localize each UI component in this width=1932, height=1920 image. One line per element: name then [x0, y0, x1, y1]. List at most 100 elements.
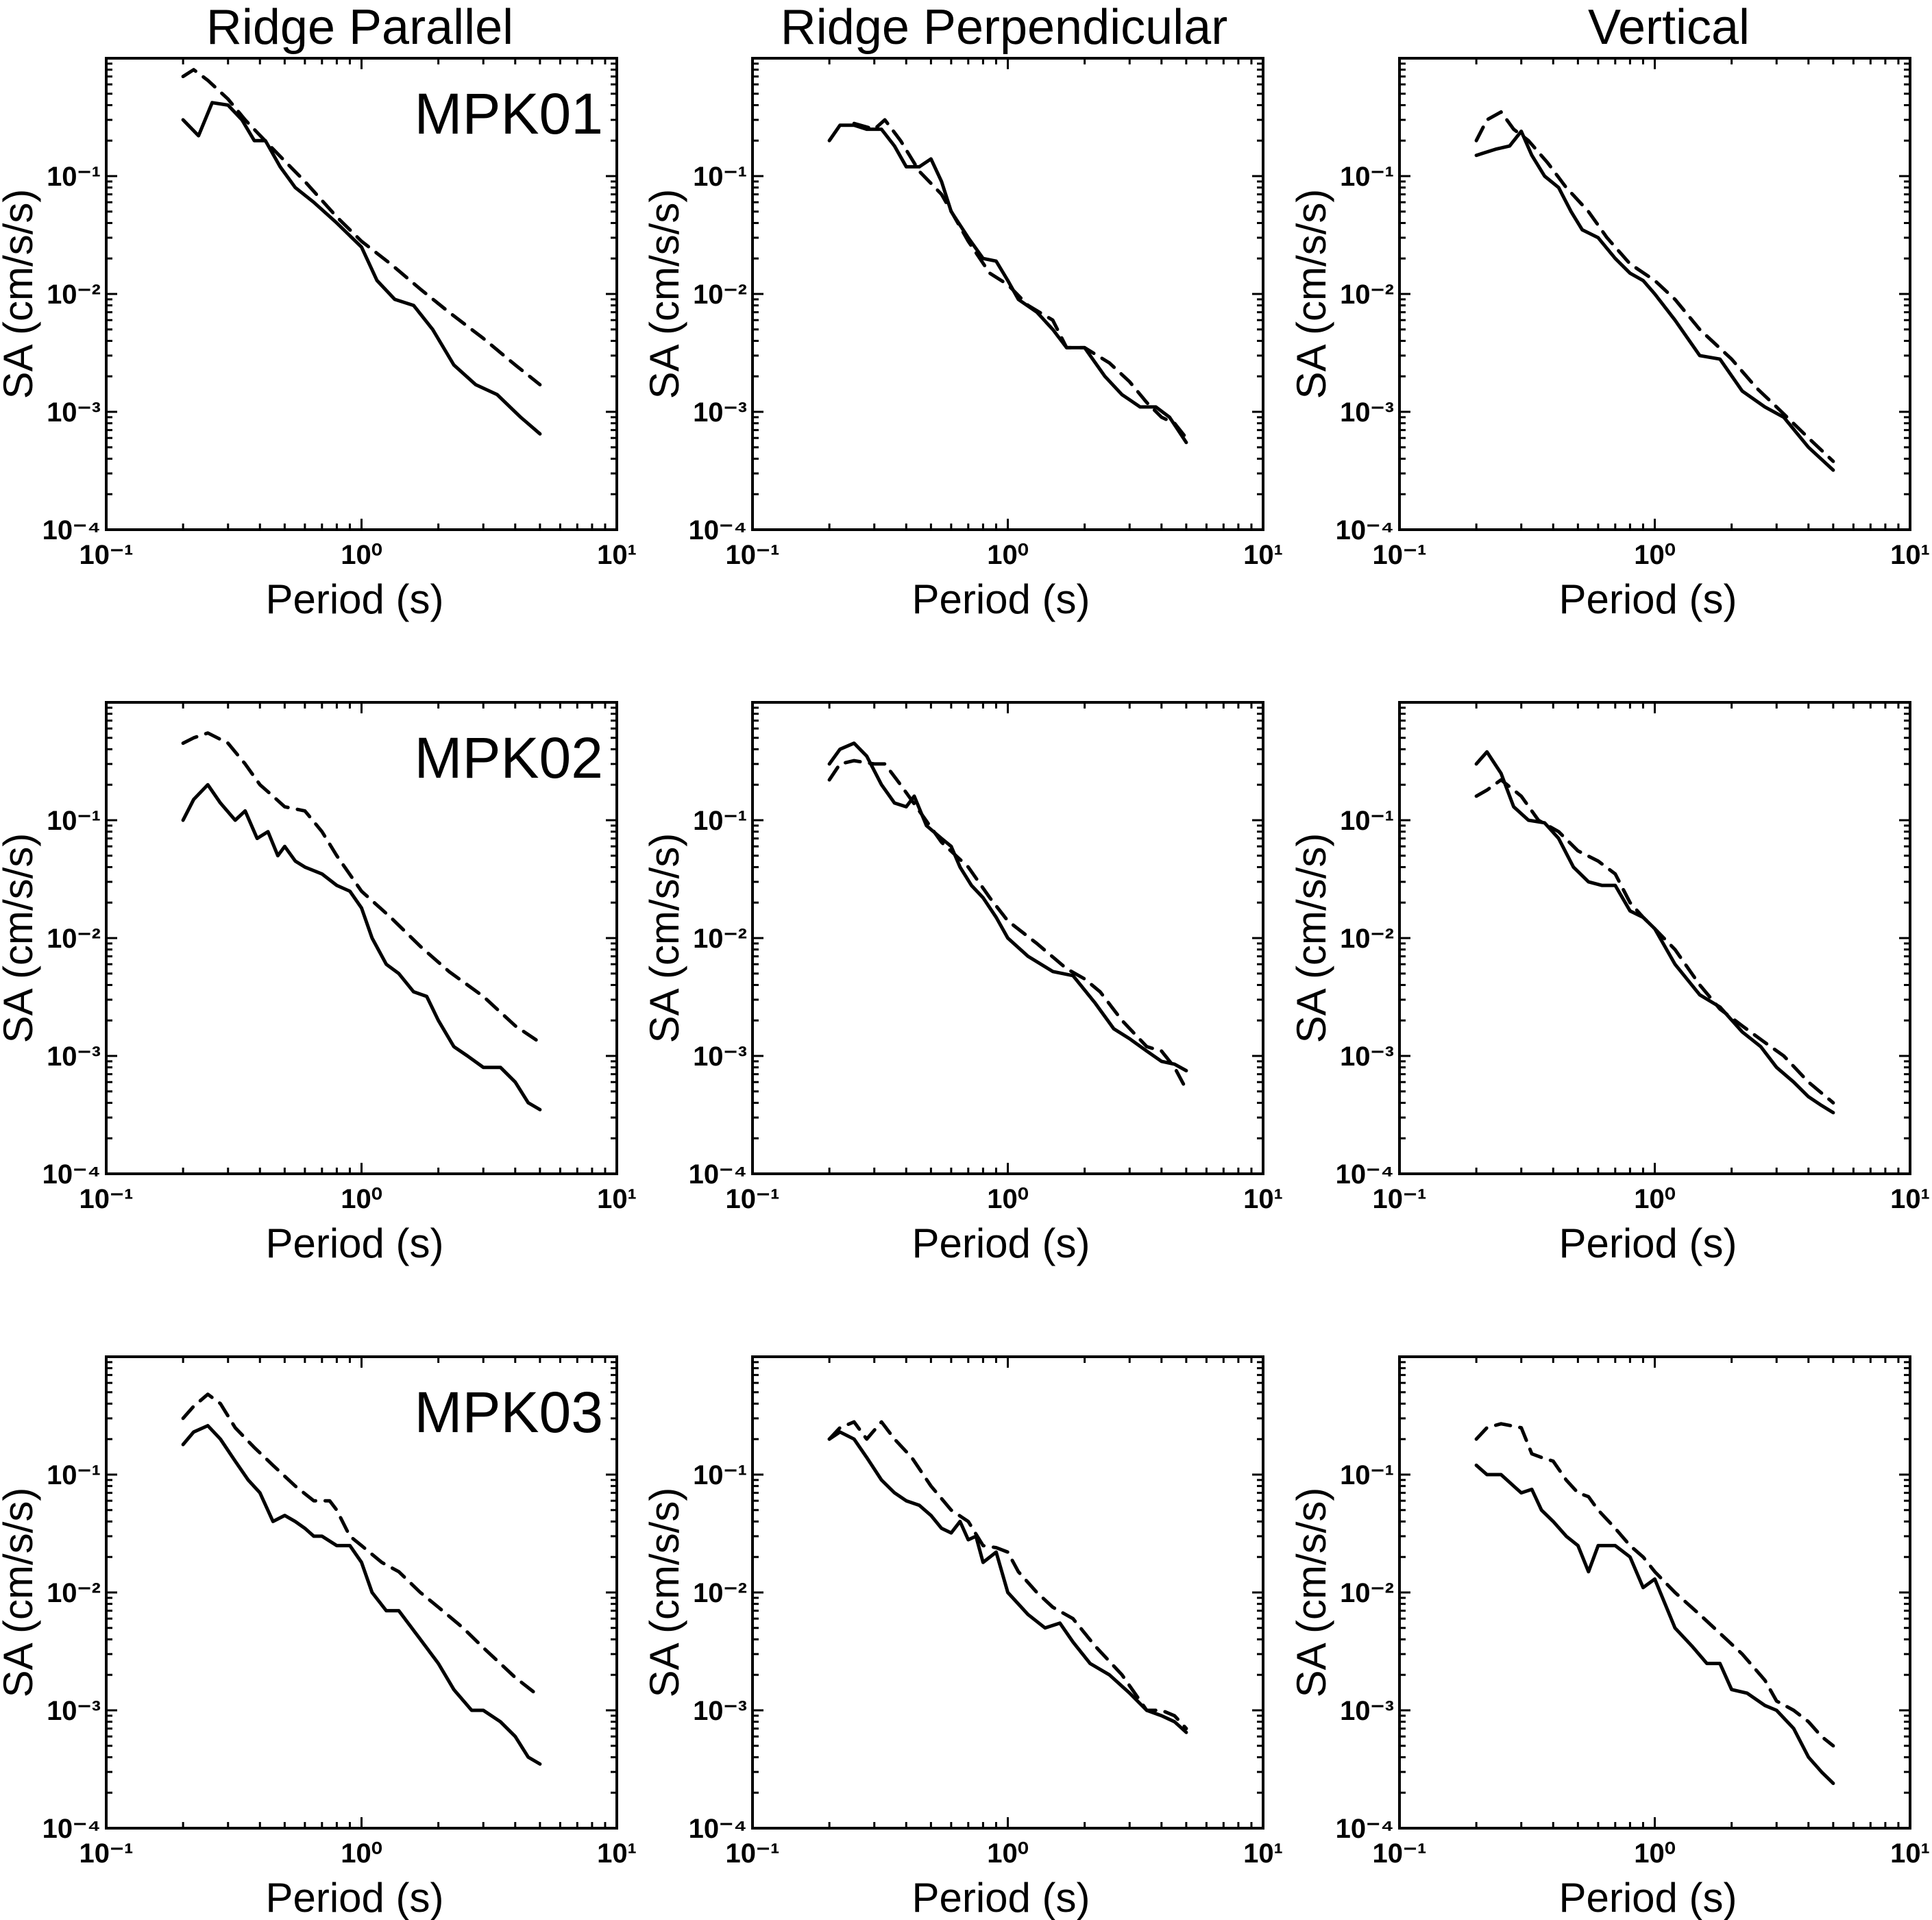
- y-tick-label: 10⁻⁴: [1336, 1814, 1394, 1844]
- x-axis-label: Period (s): [912, 1875, 1090, 1920]
- column-title-vertical: Vertical: [1587, 0, 1750, 55]
- y-tick-label: 10⁻¹: [1340, 1460, 1394, 1490]
- series-line-solid: [181, 1424, 542, 1766]
- x-tick-label: 10⁻¹: [726, 1184, 780, 1214]
- y-tick-label: 10⁻³: [47, 397, 101, 428]
- chart-panel-5: 10⁻¹ 10⁰ 10¹ 10⁻⁴ 10⁻³ 10⁻² 10⁻¹ Period (s) SA (…: [641, 701, 1283, 1266]
- y-tick-label: 10⁻²: [47, 280, 101, 310]
- y-axis-label: SA (cm/s/s): [641, 1488, 687, 1698]
- chart-panel-3: 10⁻¹ 10⁰ 10¹ 10⁻⁴ 10⁻³ 10⁻² 10⁻¹ Period (s) SA (…: [1288, 57, 1930, 622]
- y-tick-label: 10⁻¹: [1340, 806, 1394, 836]
- series-line-solid: [181, 783, 542, 1111]
- x-tick-label: 10⁻¹: [80, 540, 134, 570]
- y-tick-label: 10⁻⁴: [1336, 515, 1394, 545]
- y-tick-label: 10⁻⁴: [689, 1814, 747, 1844]
- y-tick-label: 10⁻³: [1340, 397, 1394, 428]
- x-axis-label: Period (s): [912, 576, 1090, 622]
- y-tick-label: 10⁻¹: [693, 1460, 747, 1490]
- y-tick-label: 10⁻³: [47, 1696, 101, 1726]
- series-line-solid: [1474, 130, 1835, 472]
- y-axis-label: SA (cm/s/s): [0, 833, 41, 1044]
- x-tick-label: 10⁰: [341, 1838, 382, 1869]
- y-tick-label: 10⁻⁴: [42, 1814, 101, 1844]
- plot-frame: [1398, 1355, 1911, 1830]
- y-axis-label: SA (cm/s/s): [641, 189, 687, 399]
- y-tick-label: 10⁻³: [693, 1696, 747, 1726]
- y-tick-label: 10⁻³: [693, 397, 747, 428]
- series-line-solid: [1474, 750, 1835, 1115]
- x-tick-label: 10⁻¹: [726, 540, 780, 570]
- x-tick-label: 10¹: [1890, 1838, 1930, 1869]
- y-tick-label: 10⁻²: [47, 924, 101, 954]
- x-tick-label: 10⁰: [987, 1184, 1029, 1214]
- y-tick-label: 10⁻²: [47, 1578, 101, 1608]
- y-tick-label: 10⁻²: [1340, 280, 1394, 310]
- chart-panel-9: 10⁻¹ 10⁰ 10¹ 10⁻⁴ 10⁻³ 10⁻² 10⁻¹ Period (s) SA (…: [1288, 1355, 1930, 1920]
- x-axis-label: Period (s): [912, 1220, 1090, 1266]
- x-axis-label: Period (s): [265, 1875, 443, 1920]
- series-line-dashed: [827, 1420, 1188, 1731]
- x-tick-label: 10⁻¹: [80, 1838, 134, 1869]
- y-axis-label: SA (cm/s/s): [0, 189, 41, 399]
- x-axis-label: Period (s): [1558, 1875, 1737, 1920]
- column-title-ridge-perpendicular: Ridge Perpendicular: [780, 0, 1228, 55]
- x-tick-label: 10¹: [597, 540, 637, 570]
- x-tick-label: 10⁰: [1634, 1184, 1676, 1214]
- x-tick-label: 10⁻¹: [726, 1838, 780, 1869]
- chart-panel-4: 10⁻¹ 10⁰ 10¹ 10⁻⁴ 10⁻³ 10⁻² 10⁻¹ Period (s) SA (…: [0, 701, 637, 1266]
- x-tick-label: 10¹: [1890, 1184, 1930, 1214]
- y-tick-label: 10⁻²: [1340, 924, 1394, 954]
- y-tick-label: 10⁻¹: [693, 162, 747, 192]
- series-line-solid: [181, 101, 542, 436]
- y-tick-label: 10⁻³: [1340, 1042, 1394, 1072]
- x-axis-label: Period (s): [265, 1220, 443, 1266]
- y-axis-label: SA (cm/s/s): [1288, 833, 1334, 1044]
- series-line-dashed: [1474, 1422, 1835, 1748]
- x-tick-label: 10¹: [1243, 540, 1283, 570]
- station-label: MPK02: [415, 726, 603, 790]
- y-tick-label: 10⁻²: [693, 924, 747, 954]
- chart-panel-6: 10⁻¹ 10⁰ 10¹ 10⁻⁴ 10⁻³ 10⁻² 10⁻¹ Period (s) SA (…: [1288, 701, 1930, 1266]
- x-tick-label: 10⁻¹: [1373, 540, 1427, 570]
- x-tick-label: 10⁻¹: [1373, 1184, 1427, 1214]
- y-tick-label: 10⁻¹: [47, 806, 101, 836]
- y-tick-label: 10⁻¹: [47, 162, 101, 192]
- x-tick-label: 10⁰: [987, 540, 1029, 570]
- series-line-dashed: [181, 731, 542, 1044]
- series-line-solid: [827, 1430, 1188, 1734]
- x-tick-label: 10⁰: [987, 1838, 1029, 1869]
- y-tick-label: 10⁻³: [693, 1042, 747, 1072]
- x-tick-label: 10¹: [597, 1838, 637, 1869]
- y-tick-label: 10⁻²: [693, 280, 747, 310]
- x-tick-label: 10⁻¹: [1373, 1838, 1427, 1869]
- y-tick-label: 10⁻²: [693, 1578, 747, 1608]
- station-label: MPK01: [415, 82, 603, 146]
- x-tick-label: 10¹: [597, 1184, 637, 1214]
- chart-panel-1: 10⁻¹ 10⁰ 10¹ 10⁻⁴ 10⁻³ 10⁻² 10⁻¹ Period (s) SA (…: [0, 57, 637, 622]
- y-tick-label: 10⁻⁴: [689, 515, 747, 545]
- x-tick-label: 10⁰: [341, 1184, 382, 1214]
- x-tick-label: 10¹: [1890, 540, 1930, 570]
- series-line-solid: [1474, 1463, 1835, 1786]
- plot-frame: [751, 57, 1264, 531]
- y-tick-label: 10⁻⁴: [689, 1159, 747, 1190]
- y-tick-label: 10⁻¹: [47, 1460, 101, 1490]
- series-line-dashed: [181, 68, 542, 386]
- x-axis-label: Period (s): [265, 576, 443, 622]
- series-line-dashed: [1474, 110, 1835, 463]
- x-tick-label: 10¹: [1243, 1838, 1283, 1869]
- series-line-dashed: [827, 759, 1188, 1092]
- x-tick-label: 10⁰: [1634, 540, 1676, 570]
- y-tick-label: 10⁻⁴: [42, 515, 101, 545]
- series-line-solid: [827, 741, 1188, 1072]
- series-line-solid: [827, 123, 1188, 445]
- series-line-dashed: [1474, 778, 1835, 1105]
- y-axis-label: SA (cm/s/s): [1288, 189, 1334, 399]
- y-tick-label: 10⁻¹: [693, 806, 747, 836]
- x-tick-label: 10⁰: [341, 540, 382, 570]
- chart-panel-8: 10⁻¹ 10⁰ 10¹ 10⁻⁴ 10⁻³ 10⁻² 10⁻¹ Period (s) SA (…: [641, 1355, 1283, 1920]
- y-tick-label: 10⁻²: [1340, 1578, 1394, 1608]
- series-line-dashed: [181, 1392, 542, 1699]
- y-axis-label: SA (cm/s/s): [641, 833, 687, 1044]
- x-tick-label: 10⁰: [1634, 1838, 1676, 1869]
